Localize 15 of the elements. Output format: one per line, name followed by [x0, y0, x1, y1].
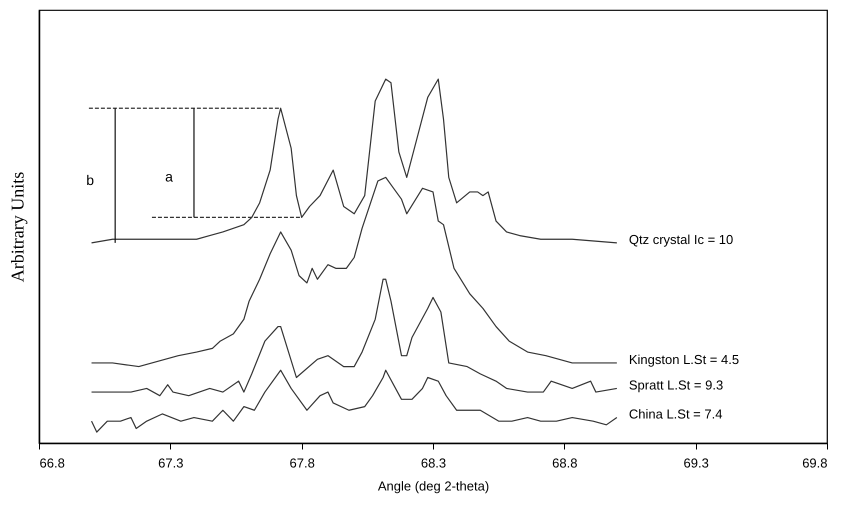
- annotation: a: [165, 168, 174, 184]
- x-tick-label: 66.8: [40, 456, 65, 470]
- x-tick-label: 67.3: [158, 456, 184, 470]
- x-tick-label: 69.3: [684, 456, 709, 470]
- x-tick-label: 68.8: [552, 456, 578, 470]
- series-label: Spratt L.St = 9.3: [628, 377, 724, 392]
- x-tick-label: 67.8: [290, 456, 315, 470]
- x-tick-label: 68.3: [420, 456, 446, 470]
- series-label: China L.St = 7.4: [628, 406, 722, 422]
- x-tick-label: 69.8: [802, 456, 828, 470]
- x-axis-title: Angle (deg 2-theta): [378, 478, 490, 494]
- annotation: b: [86, 172, 94, 188]
- y-axis-title: Arbitrary Units: [8, 172, 28, 282]
- series-label: Qtz crystal Ic = 10: [628, 232, 734, 247]
- series-label: Kingston L.St = 4.5: [628, 352, 740, 367]
